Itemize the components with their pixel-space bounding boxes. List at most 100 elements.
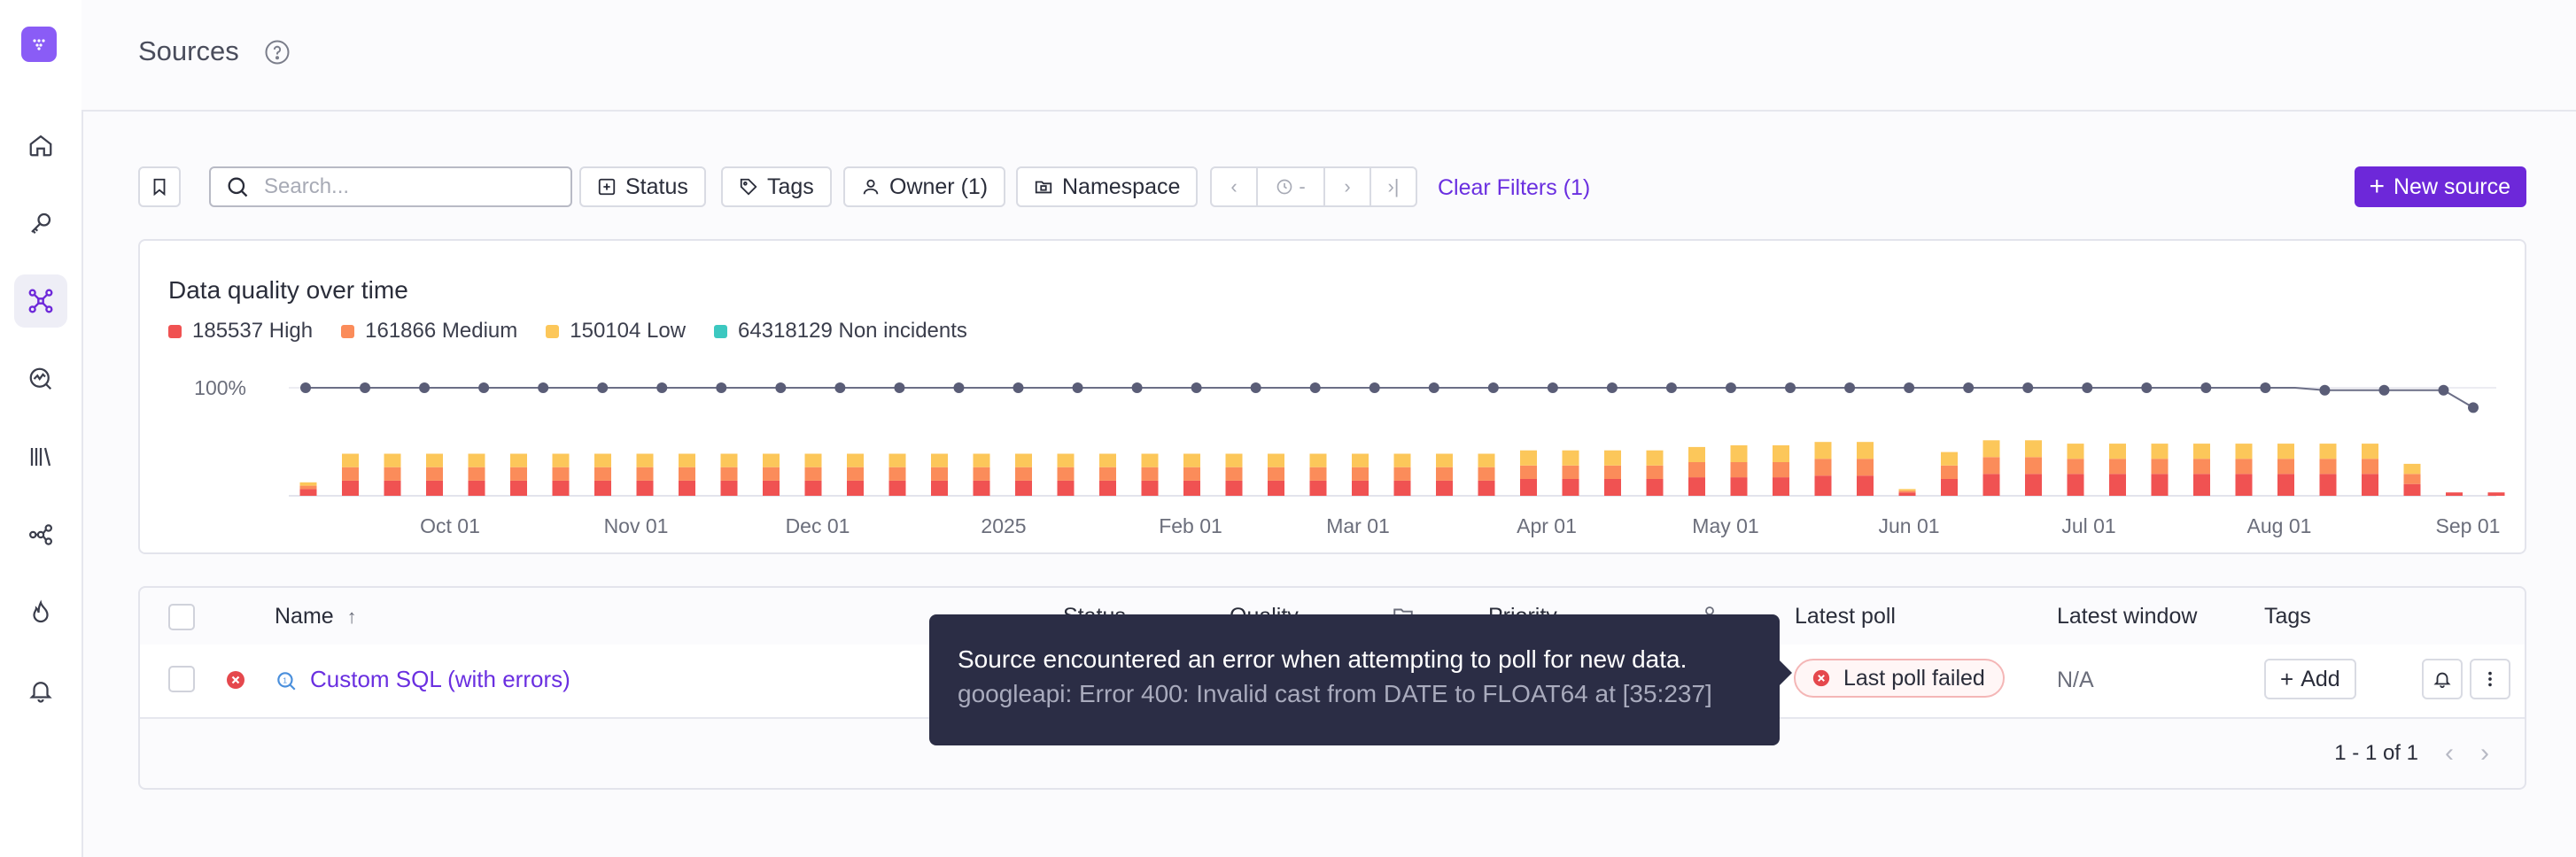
bar-low [1773, 445, 1789, 462]
bell-icon [2433, 672, 2451, 689]
select-all-checkbox[interactable] [168, 604, 195, 630]
legend-item-high[interactable]: 185537 High [168, 319, 313, 344]
add-tag-button[interactable]: + Add [2264, 659, 2356, 699]
bar-low [720, 453, 738, 467]
prev-page-button[interactable]: ‹ [2445, 738, 2454, 768]
monitor-icon [29, 367, 52, 390]
bar-high [1057, 480, 1075, 496]
app-logo[interactable] [21, 27, 57, 62]
next-page-button[interactable]: › [2480, 738, 2489, 768]
quality-point [1547, 382, 1558, 393]
nav-lineage[interactable] [14, 508, 67, 561]
nav-home[interactable] [14, 119, 67, 172]
search-input[interactable] [262, 174, 558, 200]
bar-high [1309, 480, 1327, 496]
user-icon [861, 177, 881, 197]
column-latest-window[interactable]: Latest window [2057, 604, 2198, 629]
owner-filter-button[interactable]: Owner (1) [843, 166, 1006, 207]
bar-low [1857, 442, 1874, 459]
clock-icon [1276, 179, 1292, 195]
bar-low [636, 453, 654, 467]
quality-point [1725, 382, 1736, 393]
bookmark-button[interactable] [138, 166, 181, 207]
bar-low [1730, 445, 1748, 462]
bar-low [1941, 452, 1958, 466]
page-title: Sources [138, 35, 239, 66]
bar-low [973, 453, 990, 467]
bar-medium [2362, 459, 2378, 475]
quality-point [1487, 382, 1499, 393]
namespace-filter-button[interactable]: Namespace [1016, 166, 1199, 207]
bar-low [1099, 453, 1116, 467]
bar-medium [2151, 459, 2169, 475]
bar-low [1646, 450, 1664, 466]
range-selector[interactable]: - [1258, 168, 1325, 205]
x-tick-label: Sep 01 [2436, 514, 2501, 537]
bar-medium [1814, 459, 1832, 476]
quality-point [1963, 382, 1975, 393]
nav-monitors[interactable] [14, 352, 67, 405]
status-filter-button[interactable]: Status [579, 166, 706, 207]
nav-sources[interactable] [14, 274, 67, 328]
new-source-button[interactable]: + New source [2355, 166, 2526, 207]
legend-item-low[interactable]: 150104 Low [546, 319, 686, 344]
bar-low [2277, 444, 2294, 459]
bookmark-icon [153, 178, 166, 197]
bar-medium [804, 467, 822, 481]
row-menu-button[interactable] [2470, 659, 2510, 699]
legend-item-medium[interactable]: 161866 Medium [341, 319, 517, 344]
source-name-link[interactable]: Custom SQL (with errors) [310, 666, 570, 692]
bar-medium [1015, 467, 1032, 481]
nav-keys[interactable] [14, 197, 67, 250]
help-icon[interactable] [264, 39, 291, 70]
tag-icon [739, 177, 758, 197]
bar-medium [1562, 465, 1579, 479]
bar-high [720, 480, 738, 496]
latest-poll-status-badge[interactable]: Last poll failed [1794, 659, 2005, 698]
bar-low [2025, 440, 2042, 458]
data-quality-card: Data quality over time 185537 High 16186… [138, 239, 2526, 554]
new-source-label: New source [2394, 174, 2510, 199]
bar-medium [552, 467, 570, 481]
row-checkbox[interactable] [168, 666, 195, 692]
legend-label: 161866 Medium [365, 319, 518, 343]
quality-point [1785, 382, 1796, 393]
range-last-button[interactable]: ›| [1371, 168, 1416, 205]
y-tick-label: 100% [194, 376, 246, 399]
bar-medium [1225, 467, 1243, 481]
svg-text:1: 1 [283, 676, 287, 685]
bar-high [2025, 474, 2042, 496]
range-prev-button[interactable]: ‹ [1212, 168, 1258, 205]
clear-filters-link[interactable]: Clear Filters (1) [1438, 175, 1591, 200]
tags-filter-button[interactable]: Tags [721, 166, 832, 207]
bar-medium [468, 467, 485, 481]
bar-high [1393, 480, 1411, 496]
legend-swatch [714, 324, 728, 338]
bar-low [847, 453, 864, 467]
bar-low [2151, 444, 2169, 459]
bar-low [510, 453, 527, 467]
sources-icon [28, 289, 53, 313]
x-tick-label: Jun 01 [1878, 514, 1939, 537]
quality-point [1606, 382, 1618, 393]
legend-item-non-incidents[interactable]: 64318129 Non incidents [714, 319, 967, 344]
search-field[interactable] [209, 166, 572, 207]
bar-medium [763, 467, 780, 481]
notifications-button[interactable] [2422, 659, 2463, 699]
column-tags[interactable]: Tags [2264, 604, 2311, 629]
range-next-button[interactable]: › [1325, 168, 1371, 205]
nav-incidents[interactable] [14, 586, 67, 639]
quality-point [1309, 382, 1321, 393]
bar-medium [384, 467, 401, 481]
bar-high [1141, 480, 1159, 496]
nav-library[interactable] [14, 430, 67, 483]
bar-low [1141, 453, 1159, 467]
bar-medium [1309, 467, 1327, 481]
column-latest-poll[interactable]: Latest poll [1795, 604, 1896, 629]
nav-notifications[interactable] [14, 664, 67, 717]
column-name[interactable]: Name ↑ [275, 604, 357, 629]
quality-point [2319, 384, 2331, 396]
bar-low [1436, 453, 1453, 467]
bar-medium [426, 467, 443, 481]
bar-high [1520, 479, 1537, 496]
